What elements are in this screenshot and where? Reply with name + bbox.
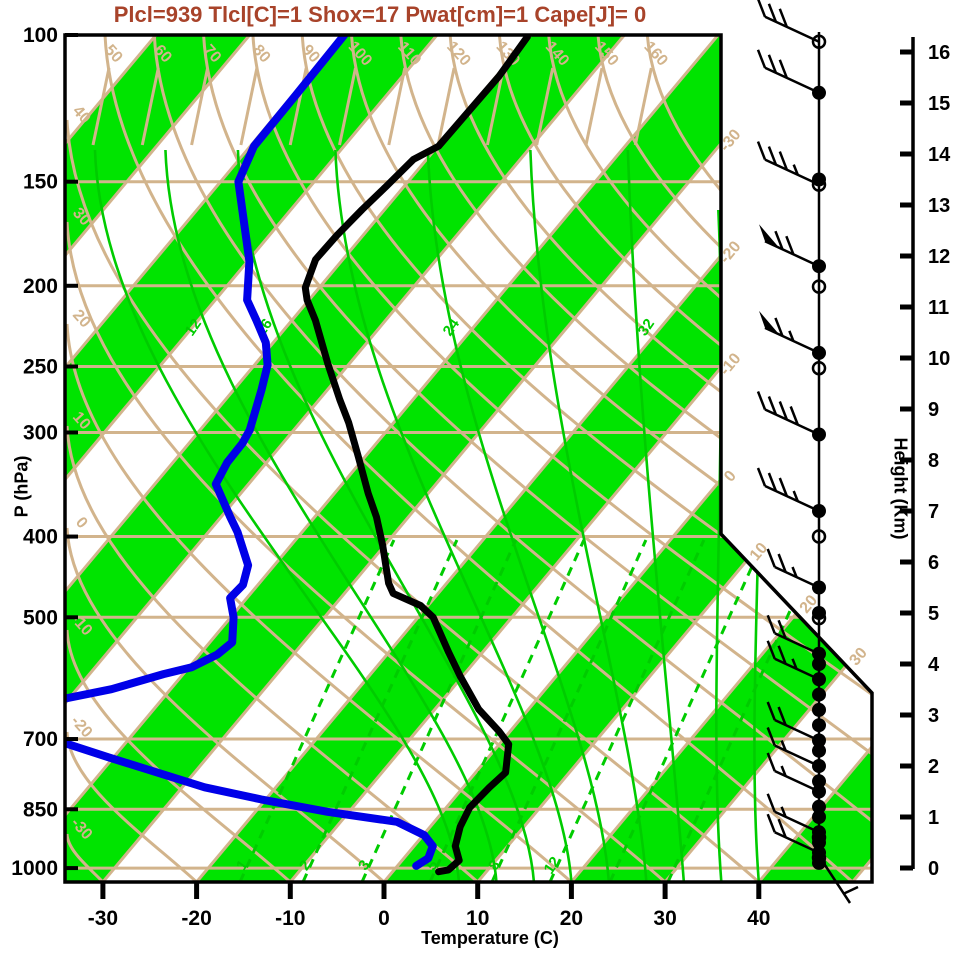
svg-text:120: 120: [443, 38, 474, 69]
temperature-curve: [301, 35, 531, 876]
svg-text:500: 500: [23, 606, 58, 629]
plot-frame: [63, 33, 874, 884]
svg-text:32: 32: [635, 316, 658, 339]
svg-text:-10: -10: [275, 907, 305, 930]
svg-text:100: 100: [23, 24, 58, 47]
svg-text:1: 1: [928, 807, 939, 829]
svg-text:150: 150: [23, 171, 58, 194]
svg-text:11: 11: [928, 297, 949, 319]
svg-text:1000: 1000: [11, 857, 58, 880]
svg-text:12: 12: [541, 854, 564, 877]
svg-text:200: 200: [23, 275, 58, 298]
svg-text:12: 12: [928, 246, 950, 268]
svg-text:10: 10: [466, 907, 489, 930]
svg-text:0: 0: [721, 468, 740, 486]
svg-text:3: 3: [928, 705, 939, 727]
svg-text:8: 8: [928, 450, 939, 472]
svg-text:5: 5: [928, 603, 939, 625]
svg-text:15: 15: [928, 93, 950, 115]
svg-text:0: 0: [928, 858, 939, 880]
svg-text:20: 20: [69, 307, 94, 332]
temperature-axis: -30 -20 -10 0 10 20 30 40: [88, 882, 770, 930]
svg-text:-20: -20: [181, 907, 211, 930]
svg-text:20: 20: [560, 907, 583, 930]
svg-text:14: 14: [928, 144, 951, 166]
svg-text:400: 400: [23, 526, 58, 549]
svg-text:700: 700: [23, 728, 58, 751]
svg-text:0: 0: [378, 907, 390, 930]
svg-text:0: 0: [72, 514, 91, 532]
dewpoint-curve: [65, 35, 437, 870]
svg-text:250: 250: [23, 356, 58, 379]
wind-profile: [756, 0, 859, 904]
svg-text:16: 16: [928, 42, 950, 64]
svg-text:6: 6: [928, 552, 939, 574]
svg-text:12: 12: [182, 316, 205, 339]
svg-text:300: 300: [23, 421, 58, 444]
svg-text:7: 7: [928, 501, 939, 523]
svg-text:-30: -30: [88, 907, 118, 930]
svg-text:10: 10: [928, 348, 950, 370]
svg-text:4: 4: [928, 654, 940, 676]
svg-text:2: 2: [928, 756, 939, 778]
chart-title: Plcl=939 Tlcl[C]=1 Shox=17 Pwat[cm]=1 Ca…: [113, 2, 647, 27]
svg-text:30: 30: [846, 644, 871, 669]
svg-text:9: 9: [928, 399, 939, 421]
svg-text:13: 13: [928, 195, 950, 217]
svg-text:850: 850: [23, 798, 58, 821]
svg-text:30: 30: [653, 907, 676, 930]
temperature-axis-title: Temperature (C): [421, 928, 559, 948]
svg-text:40: 40: [747, 907, 770, 930]
isotherm-lines: [65, 35, 872, 882]
svg-text:160: 160: [640, 38, 671, 69]
pressure-axis: 100 150 200 250 300 400 500 700 850 1000: [11, 24, 78, 880]
